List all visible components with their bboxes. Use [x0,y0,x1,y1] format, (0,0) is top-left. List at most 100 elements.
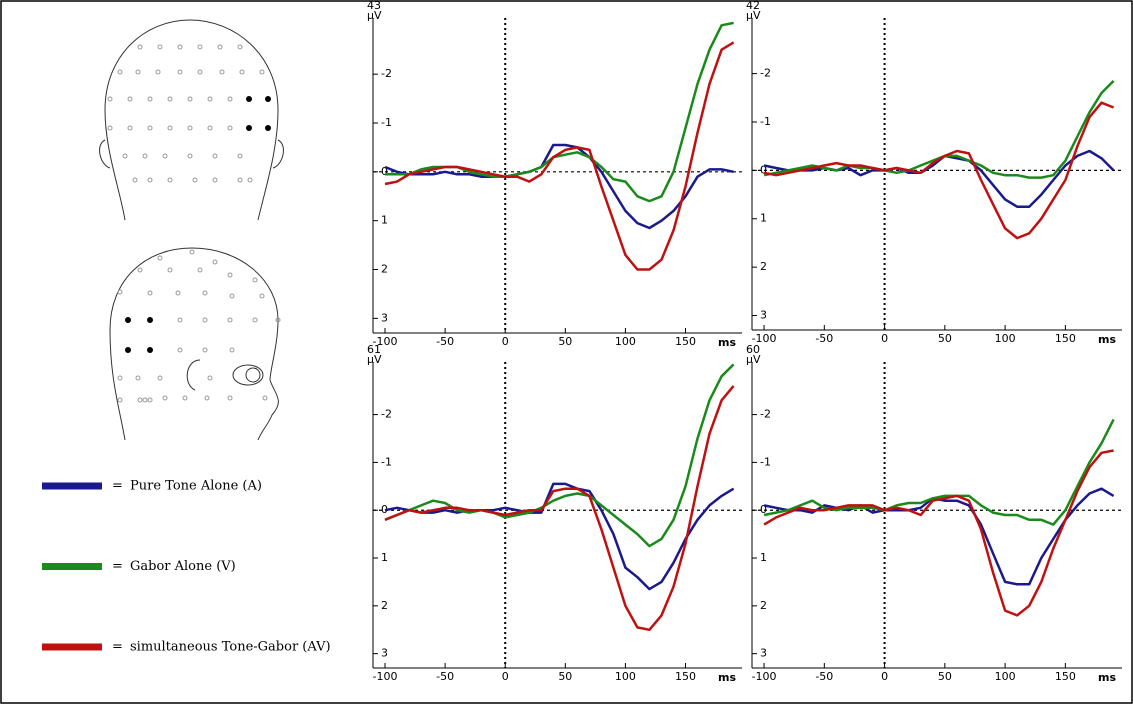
x-tick-label: 50 [558,670,572,683]
electrode [135,375,141,381]
y-tick-label: 3 [760,308,767,321]
legend-label: simultaneous Tone-Gabor (AV) [130,640,331,655]
electrode [177,317,183,323]
electrode [275,317,281,323]
electrode [252,317,258,323]
y-tick-label: 3 [381,647,388,660]
x-tick-label: 50 [938,670,952,683]
panel-label: 43 [367,0,381,12]
x-tick-label: 100 [615,670,636,683]
ear-left [99,139,111,169]
y-tick-label: 0 [381,165,388,178]
y-axis-label: µV [367,353,382,366]
series-line [384,385,735,632]
legend-swatch [42,482,102,490]
y-tick-label: 2 [760,260,767,273]
legend-swatch [42,563,102,570]
series-line [384,363,735,548]
electrode [137,44,143,50]
electrode [117,397,123,403]
electrode [167,96,173,102]
electrode [187,96,193,102]
electrode [207,375,213,381]
panel-label: 61 [367,343,381,356]
electrode [122,153,128,159]
y-tick-label: 3 [760,647,767,660]
y-tick-label: -1 [760,115,771,128]
electrode [227,96,233,102]
y-tick-label: -2 [381,408,392,421]
x-tick-label: -100 [373,670,398,683]
head-back [104,19,279,221]
x-tick-label: -100 [752,670,777,683]
ear-side [186,359,201,391]
legend-separator: = [112,479,123,494]
electrode [162,395,168,401]
electrode [117,289,123,295]
y-tick-label: 2 [381,263,388,276]
electrode [155,69,161,75]
x-tick-label: 0 [502,335,509,348]
electrode [212,177,218,183]
legend-separator: = [112,559,123,574]
y-axis-label: µV [746,353,761,366]
electrode [187,153,193,159]
x-tick-label: 50 [938,332,952,345]
electrode [247,177,253,183]
electrode [207,125,213,131]
electrode [182,395,188,401]
electrode [229,293,235,299]
x-tick-label: 0 [881,670,888,683]
x-tick-label: -50 [436,335,454,348]
electrode [157,255,163,261]
y-tick-label: 1 [760,551,767,564]
electrode [212,259,218,265]
series-line [763,418,1115,526]
x-tick-label: -50 [815,670,833,683]
electrode-active [147,347,153,353]
panel-label: 42 [746,0,760,12]
electrode-active [147,317,153,323]
x-tick-label: 150 [1055,670,1076,683]
electrode [227,395,233,401]
electrode [135,69,141,75]
electrode [207,96,213,102]
electrode [177,69,183,75]
y-tick-label: 0 [760,163,767,176]
electrode-active [246,125,252,131]
electrodes [107,44,281,403]
electrode [227,125,233,131]
electrode [239,69,245,75]
x-tick-label: 0 [881,332,888,345]
y-axis-label: µV [746,9,761,22]
electrode [197,267,203,273]
electrode [227,317,233,323]
y-tick-label: 2 [381,599,388,612]
electrode [192,177,198,183]
x-tick-label: 150 [675,335,696,348]
head-diagrams [99,19,284,441]
electrode [187,125,193,131]
electrode [127,125,133,131]
legend-swatch [42,643,102,651]
electrode [167,177,173,183]
electrode-active [125,317,131,323]
x-tick-label: 150 [1055,332,1076,345]
electrode [107,96,113,102]
x-axis-label: ms [718,336,736,349]
legend-label: Pure Tone Alone (A) [130,479,262,494]
electrode [189,249,195,255]
electrode [262,395,268,401]
electrode [132,177,138,183]
y-tick-label: 0 [381,503,388,516]
electrode [167,125,173,131]
x-tick-label: -100 [752,332,777,345]
electrode [202,347,208,353]
electrode [127,96,133,102]
electrode [227,272,233,278]
electrode [117,375,123,381]
electrode [204,395,210,401]
